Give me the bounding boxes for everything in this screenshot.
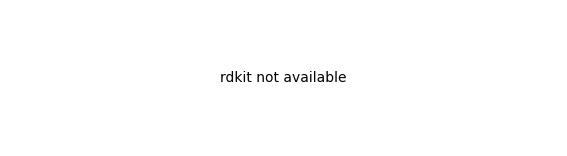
Text: rdkit not available: rdkit not available xyxy=(220,71,347,85)
